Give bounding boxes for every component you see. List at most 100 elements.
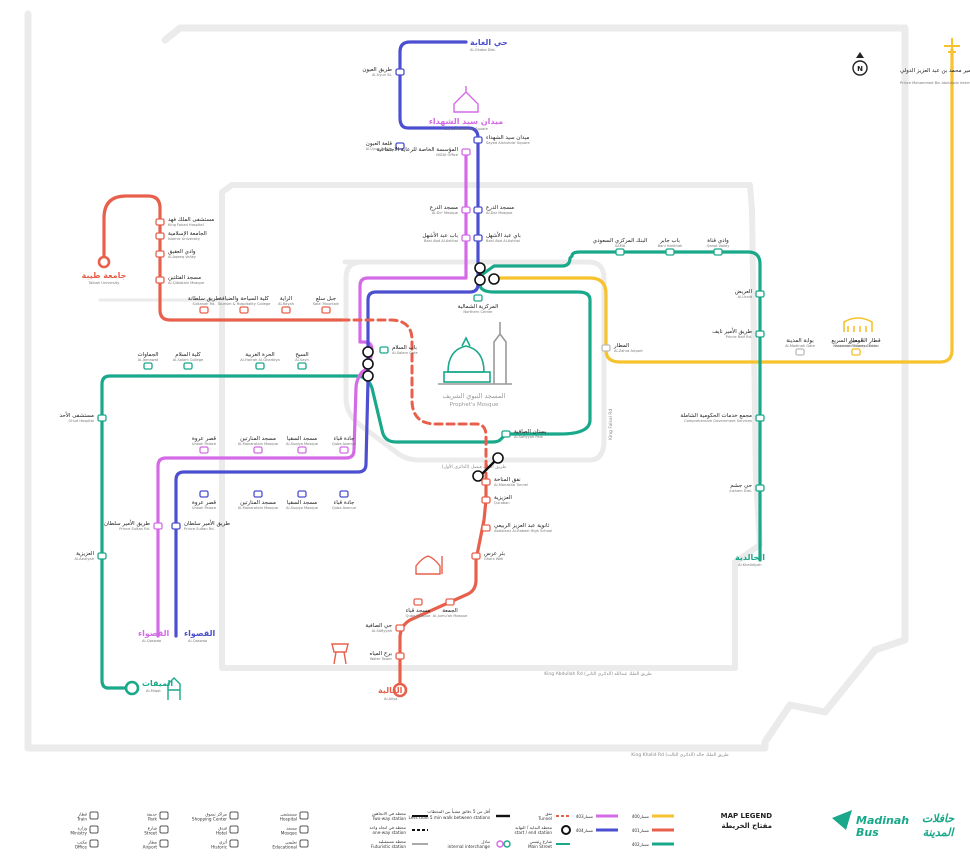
station-marker[interactable] xyxy=(143,362,153,370)
station-marker[interactable] xyxy=(755,414,765,422)
station-marker[interactable] xyxy=(473,206,483,214)
station-marker[interactable] xyxy=(615,248,625,256)
station-marker[interactable] xyxy=(97,552,107,560)
terminal-aliya[interactable] xyxy=(392,682,408,698)
station-marker[interactable] xyxy=(481,496,491,504)
station-marker[interactable] xyxy=(395,652,405,660)
terminal-taibah[interactable] xyxy=(97,255,111,269)
station-marker[interactable] xyxy=(481,524,491,532)
station-marker[interactable] xyxy=(253,446,263,454)
station[interactable]: مجمع خدمات الحكومية الشاملةComprehensive… xyxy=(680,412,765,423)
station-marker[interactable] xyxy=(395,624,405,632)
station-marker[interactable] xyxy=(155,232,165,240)
station-marker[interactable] xyxy=(445,598,455,606)
station-marker[interactable] xyxy=(253,490,263,498)
station-marker[interactable] xyxy=(199,490,209,498)
station-marker[interactable] xyxy=(471,552,481,560)
station-marker[interactable] xyxy=(297,362,307,370)
station-marker[interactable] xyxy=(473,234,483,242)
station-marker[interactable] xyxy=(199,446,209,454)
station-marker[interactable] xyxy=(851,348,861,356)
station-marker[interactable] xyxy=(601,344,611,352)
station-marker[interactable] xyxy=(239,306,249,314)
line-401-route-south[interactable] xyxy=(398,478,488,688)
station-marker[interactable] xyxy=(339,490,349,498)
station-marker[interactable] xyxy=(395,68,405,76)
line-402-route[interactable] xyxy=(100,250,762,690)
station-marker[interactable] xyxy=(665,248,675,256)
station-marker[interactable] xyxy=(321,306,331,314)
station-marker[interactable] xyxy=(153,522,163,530)
station-marker[interactable] xyxy=(481,478,491,486)
line-403-route[interactable] xyxy=(156,150,468,638)
station-marker[interactable] xyxy=(755,290,765,298)
interchange-salam-2[interactable] xyxy=(362,358,374,370)
station-marker[interactable] xyxy=(461,206,471,214)
interchange-salam-3[interactable] xyxy=(362,370,374,382)
station-marker[interactable] xyxy=(183,362,193,370)
line-401-route[interactable] xyxy=(102,194,344,322)
station-marker[interactable] xyxy=(461,234,471,242)
interchange-north-1[interactable] xyxy=(474,262,486,274)
interchange-north-2[interactable] xyxy=(474,274,486,286)
station-marker[interactable] xyxy=(395,142,405,150)
interchange-salam-1[interactable] xyxy=(362,346,374,358)
interchange-safiyyah[interactable] xyxy=(492,452,504,464)
station-marker[interactable] xyxy=(461,148,471,156)
interchange-manakha[interactable] xyxy=(472,470,484,482)
station-marker[interactable] xyxy=(755,484,765,492)
interchange-north-3[interactable] xyxy=(488,273,500,285)
station-marker[interactable] xyxy=(795,348,805,356)
station-marker[interactable] xyxy=(281,306,291,314)
station-marker[interactable] xyxy=(297,446,307,454)
station-marker[interactable] xyxy=(155,276,165,284)
station-marker[interactable] xyxy=(97,414,107,422)
station-marker[interactable] xyxy=(297,490,307,498)
station-marker[interactable] xyxy=(339,446,349,454)
line-400-route[interactable] xyxy=(492,48,954,364)
station-marker[interactable] xyxy=(413,598,423,606)
station-marker[interactable] xyxy=(379,346,389,354)
station-marker[interactable] xyxy=(473,136,483,144)
terminal-miqat[interactable] xyxy=(124,680,140,696)
